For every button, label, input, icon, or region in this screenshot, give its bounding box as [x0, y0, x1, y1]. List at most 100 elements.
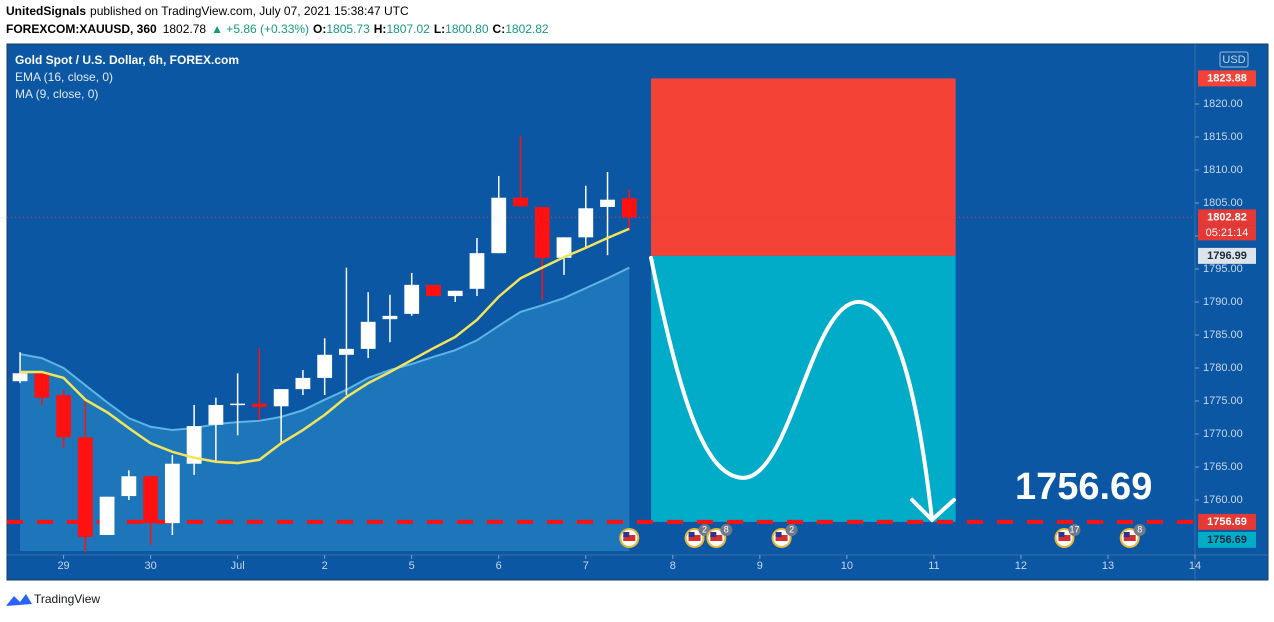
countdown-tag — [1198, 225, 1256, 241]
candle-body — [12, 373, 28, 382]
candle-body — [339, 348, 354, 355]
price-tag-label: 1802.82 — [1207, 211, 1247, 223]
candle-body — [186, 426, 202, 464]
candle-body — [621, 198, 637, 218]
ohlc-key: H: — [374, 22, 387, 36]
footer-logo — [6, 594, 32, 606]
event-badge — [720, 524, 733, 536]
candle-body — [143, 476, 159, 524]
event-badge — [1133, 524, 1146, 536]
candle-body — [600, 199, 615, 207]
chart-title: Gold Spot / U.S. Dollar, 6h, FOREX.com — [15, 53, 239, 67]
x-tick-label: 8 — [670, 560, 676, 572]
ohlc-value: 1805.73 — [326, 22, 370, 36]
y-tick-label: 1795.00 — [1203, 263, 1243, 275]
last-price: 1802.78 — [163, 22, 207, 36]
candle-body — [469, 253, 485, 289]
target-label: 1756.69 — [1015, 466, 1152, 508]
x-tick-label: 2 — [322, 560, 328, 572]
candle-body — [426, 284, 441, 297]
legend-entry: MA (9, close, 0) — [15, 87, 98, 101]
price-tag — [1198, 209, 1256, 226]
ohlc-key: C: — [493, 22, 506, 36]
ohlc-key: L: — [434, 22, 445, 36]
ohlc-value: 1800.80 — [445, 22, 489, 36]
stop-zone — [651, 78, 956, 256]
y-tick-label: 1810.00 — [1203, 164, 1243, 176]
x-tick-label: 11 — [928, 560, 939, 572]
event-count: 8 — [724, 524, 729, 534]
y-tick-label: 1785.00 — [1203, 329, 1243, 341]
candle-body — [99, 496, 115, 536]
logo — [6, 594, 32, 606]
candle-body — [295, 377, 311, 390]
event-icon: 2 — [684, 524, 711, 548]
flag-canton — [623, 532, 630, 537]
event-badge — [1068, 524, 1081, 536]
x-tick-label: 10 — [841, 560, 853, 572]
flag-canton — [688, 532, 695, 537]
x-tick-label: 14 — [1189, 560, 1201, 572]
x-tick-label: 7 — [583, 560, 589, 572]
flag-stripes — [688, 535, 701, 541]
candle-body — [556, 237, 572, 258]
event-count: 17 — [1069, 524, 1079, 534]
price-tag-label: 1756.69 — [1207, 516, 1247, 528]
candle-body — [77, 437, 93, 537]
drawn-curve — [649, 255, 935, 522]
ohlc-value: 1802.82 — [505, 22, 549, 36]
flag-canton — [1058, 532, 1065, 537]
price-tag — [1198, 531, 1256, 548]
event-badge — [785, 524, 798, 536]
price-tag — [1198, 247, 1256, 264]
event-icon: 17 — [1054, 524, 1081, 548]
flag-stripes — [775, 535, 788, 541]
event-count: 8 — [1137, 524, 1142, 534]
candle-body — [121, 476, 137, 497]
y-tick-label: 1805.00 — [1203, 197, 1243, 209]
candle-body — [251, 403, 267, 407]
candle-body — [230, 403, 246, 406]
symbol-line: FOREXCOM:XAUUSD, 360 1802.78 ▲ +5.86 (+0.3… — [6, 22, 549, 36]
candle-body — [491, 197, 507, 254]
price-tag-label: 1756.69 — [1207, 534, 1247, 546]
event-count: 2 — [702, 524, 707, 534]
ema-line — [20, 227, 630, 465]
flag-stripes — [710, 535, 723, 541]
y-tick-label: 1770.00 — [1203, 428, 1243, 440]
candle-body — [164, 463, 180, 524]
plot: 1760.00 1765.00 1770.00 1775.00 1780.00 1785.… — [7, 70, 1256, 572]
candle-body — [404, 284, 420, 314]
x-tick-label: 6 — [496, 560, 502, 572]
event-icon — [619, 528, 640, 548]
currency: USD — [1222, 54, 1245, 66]
flag-stripes — [1058, 535, 1071, 541]
x-tick-label: 5 — [409, 560, 415, 572]
ma-line — [19, 266, 630, 432]
candle-body — [208, 404, 224, 425]
y-tick-label: 1780.00 — [1203, 362, 1243, 374]
ohlc-key: O: — [313, 22, 326, 36]
candle-body — [534, 206, 550, 258]
legend-entry: EMA (16, close, 0) — [15, 70, 113, 84]
x-tick-label: 30 — [144, 560, 156, 572]
x-tick-label: 12 — [1015, 560, 1027, 572]
x-tick-label: Jul — [231, 560, 245, 572]
candle-body — [360, 321, 376, 349]
published: published on TradingView.com, July 07, 2… — [90, 4, 409, 18]
flag-canton — [775, 532, 782, 537]
price-tag — [1198, 513, 1256, 530]
candle-body — [34, 373, 50, 398]
candle-body — [56, 395, 71, 438]
event-badge — [698, 524, 711, 536]
y-tick-label: 1790.00 — [1203, 296, 1243, 308]
price-tag-label: 1823.88 — [1207, 72, 1247, 84]
symbol: FOREXCOM:XAUUSD, 360 — [6, 22, 157, 36]
change: ▲ +5.86 (+0.33%) — [211, 22, 309, 36]
y-tick-label: 1815.00 — [1203, 131, 1243, 143]
y-tick-label: 1760.00 — [1203, 494, 1243, 506]
candle-body — [317, 354, 333, 378]
candle-body — [578, 208, 594, 238]
x-tick-label: 29 — [57, 560, 69, 572]
